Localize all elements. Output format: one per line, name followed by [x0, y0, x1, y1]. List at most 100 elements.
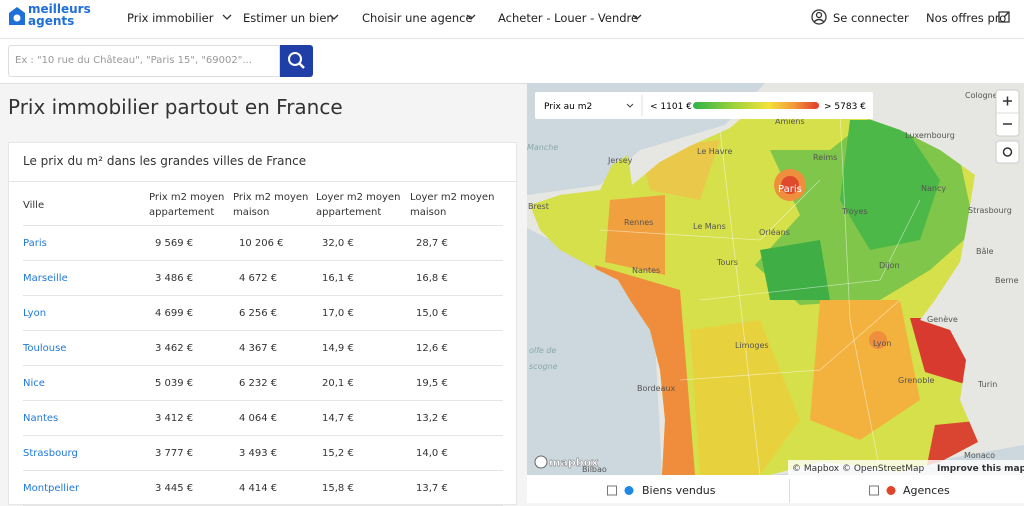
legend-min: < 1101 €: [650, 102, 692, 112]
page-title: Prix immobilier partout en France: [8, 95, 343, 119]
column-header: Loyer m2 moyen appartement: [316, 185, 410, 226]
column-header: Prix m2 moyen maison: [233, 185, 316, 226]
cell: 13,7 €: [410, 470, 503, 506]
map-label: Strasbourg: [968, 206, 1012, 215]
map-label: Monaco: [964, 451, 995, 460]
header-text: maison: [410, 207, 447, 218]
map-label: Grenoble: [898, 376, 935, 385]
map-label: Le Mans: [693, 222, 726, 231]
cell: 28,7 €: [410, 225, 503, 261]
cell: 4 672 €: [233, 260, 316, 296]
cell: 5 039 €: [149, 365, 233, 401]
nav-item[interactable]: Choisir une agence: [362, 11, 473, 25]
pro-link[interactable]: Nos offres pro: [926, 11, 1007, 25]
price-card: Le prix du m² dans les grandes villes de…: [8, 142, 517, 506]
search-input[interactable]: Ex : "10 rue du Château", "Paris 15", "6…: [8, 45, 280, 77]
attribution[interactable]: © Mapbox © OpenStreetMap: [792, 464, 925, 474]
logo[interactable]: meilleurs agents: [28, 3, 91, 27]
city-link[interactable]: Montpellier: [23, 470, 149, 506]
cell: 3 486 €: [149, 260, 233, 296]
map-labels: Jersey Le Havre Amiens Reims Luxembourg …: [527, 91, 1019, 474]
header-text: Loyer m2 moyen: [410, 192, 495, 203]
search-button[interactable]: [280, 45, 313, 77]
column-header: Loyer m2 moyen maison: [410, 185, 503, 226]
chevrons: [222, 9, 1010, 25]
legend: Prix au m2 < 1101 € > 5783 €: [535, 92, 873, 119]
header-text: Ville: [23, 199, 45, 211]
map-label: Brest: [528, 202, 549, 211]
cell: 15,0 €: [410, 295, 503, 331]
map-label: Luxembourg: [905, 131, 955, 140]
city-link[interactable]: Lyon: [23, 295, 149, 331]
map-label: Lyon: [873, 339, 891, 348]
table-row: Montpellier 3 445 €4 414 €15,8 €13,7 €: [23, 470, 503, 506]
map-label: Limoges: [735, 341, 769, 350]
header-text: Prix m2 moyen: [149, 192, 225, 203]
filter-bar: Biens vendus Agences: [527, 475, 1024, 503]
map-label: Paris: [778, 184, 802, 195]
table-row: Nice 5 039 €6 232 €20,1 €19,5 €: [23, 365, 503, 401]
table-row: Lyon 4 699 €6 256 €17,0 €15,0 €: [23, 295, 503, 331]
map-label: olfe de: [529, 346, 556, 355]
cell: 4 699 €: [149, 295, 233, 331]
price-table: Ville Prix m2 moyen appartement Prix m2 moy…: [23, 185, 503, 506]
map-label: Nancy: [921, 184, 946, 193]
nav-item[interactable]: Prix immobilier: [127, 11, 214, 25]
filter-label[interactable]: Biens vendus: [642, 484, 716, 497]
logo-icon: [9, 7, 25, 25]
cell: 9 569 €: [149, 225, 233, 261]
map-label: scogne: [529, 362, 558, 371]
filter-icon[interactable]: [607, 485, 637, 497]
city-link[interactable]: Marseille: [23, 260, 149, 296]
filter-label[interactable]: Agences: [903, 484, 950, 497]
header-text: appartement: [149, 207, 215, 218]
table-row: Nantes 3 412 €4 064 €14,7 €13,2 €: [23, 400, 503, 436]
city-link[interactable]: Paris: [23, 225, 149, 261]
map-label: Jersey: [607, 156, 633, 165]
map[interactable]: Jersey Le Havre Amiens Reims Luxembourg …: [527, 83, 1024, 475]
column-header: Prix m2 moyen appartement: [149, 185, 233, 226]
cell: 16,8 €: [410, 260, 503, 296]
cell: 4 367 €: [233, 330, 316, 366]
table-row: Strasbourg 3 777 €3 493 €15,2 €14,0 €: [23, 435, 503, 471]
nav-item[interactable]: Acheter - Louer - Vendre: [498, 11, 639, 25]
cell: 6 256 €: [233, 295, 316, 331]
nav-item[interactable]: Estimer un bien: [243, 11, 334, 25]
map-label: Le Havre: [697, 147, 733, 156]
cell: 3 462 €: [149, 330, 233, 366]
improve-link[interactable]: Improve this map: [937, 464, 1024, 474]
city-link[interactable]: Strasbourg: [23, 435, 149, 471]
cell: 15,2 €: [316, 435, 410, 471]
header-text: Prix m2 moyen: [233, 192, 309, 203]
cell: 14,9 €: [316, 330, 410, 366]
map-label: Genève: [927, 314, 958, 324]
map-label: Bordeaux: [637, 384, 676, 393]
filter-icon[interactable]: [869, 485, 899, 497]
table-row: Marseille 3 486 €4 672 €16,1 €16,8 €: [23, 260, 503, 296]
map-controls[interactable]: [995, 89, 1020, 164]
map-label: Manche: [527, 143, 558, 152]
logo-text: meilleurs: [28, 2, 91, 16]
city-link[interactable]: Nice: [23, 365, 149, 401]
cell: 3 412 €: [149, 400, 233, 436]
cell: 6 232 €: [233, 365, 316, 401]
map-label: Tours: [716, 258, 738, 267]
city-link[interactable]: Nantes: [23, 400, 149, 436]
map-label: Berne: [995, 276, 1019, 285]
legend-select[interactable]: Prix au m2: [544, 102, 592, 112]
map-label: Bilbao: [582, 465, 607, 474]
legend-scale: [693, 102, 819, 109]
logo-text: agents: [28, 14, 75, 28]
map-label: Reims: [813, 153, 837, 162]
header-row: Ville Prix m2 moyen appartement Prix m2 moy…: [23, 185, 503, 226]
map-label: Nantes: [632, 266, 660, 275]
search-icon: [288, 52, 305, 69]
card-title: Le prix du m² dans les grandes villes de…: [23, 154, 307, 168]
header-text: maison: [233, 207, 270, 218]
map-label: Cologne: [965, 91, 998, 100]
cell: 16,1 €: [316, 260, 410, 296]
city-link[interactable]: Toulouse: [23, 330, 149, 366]
map-label: Turin: [977, 380, 997, 389]
header-text: Loyer m2 moyen: [316, 192, 401, 203]
login[interactable]: Se connecter: [833, 11, 909, 25]
